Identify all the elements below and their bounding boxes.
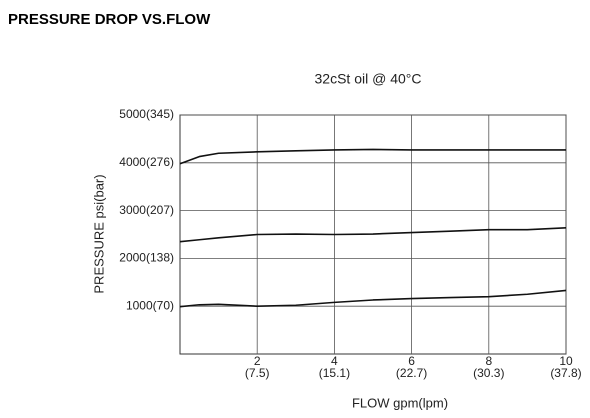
x-tick-sublabel: (37.8)	[550, 366, 581, 380]
y-tick-label: 5000(345)	[119, 107, 174, 121]
y-axis-label: PRESSURE psi(bar)	[91, 174, 106, 293]
x-tick-sublabel: (15.1)	[319, 366, 350, 380]
x-tick-label: 8	[485, 354, 492, 368]
x-tick-label: 4	[331, 354, 338, 368]
series-line	[179, 148, 566, 165]
y-tick-label: 3000(207)	[119, 203, 174, 217]
x-tick-sublabel: (7.5)	[245, 366, 270, 380]
x-axis-label: FLOW gpm(lpm)	[352, 395, 448, 410]
x-tick-sublabel: (30.3)	[473, 366, 504, 380]
chart-title: PRESSURE DROP VS.FLOW	[8, 11, 211, 28]
x-tick-sublabel: (22.7)	[396, 366, 427, 380]
x-tick-label: 2	[254, 354, 261, 368]
x-tick-label: 6	[408, 354, 415, 368]
chart-subtitle: 32cSt oil @ 40°C	[315, 71, 422, 87]
y-tick-label: 4000(276)	[119, 155, 174, 169]
series-line	[179, 227, 567, 243]
y-tick-label: 1000(70)	[126, 298, 174, 312]
y-tick-label: 2000(138)	[119, 251, 174, 265]
x-tick-label: 10	[559, 354, 573, 368]
series-line	[179, 289, 567, 308]
